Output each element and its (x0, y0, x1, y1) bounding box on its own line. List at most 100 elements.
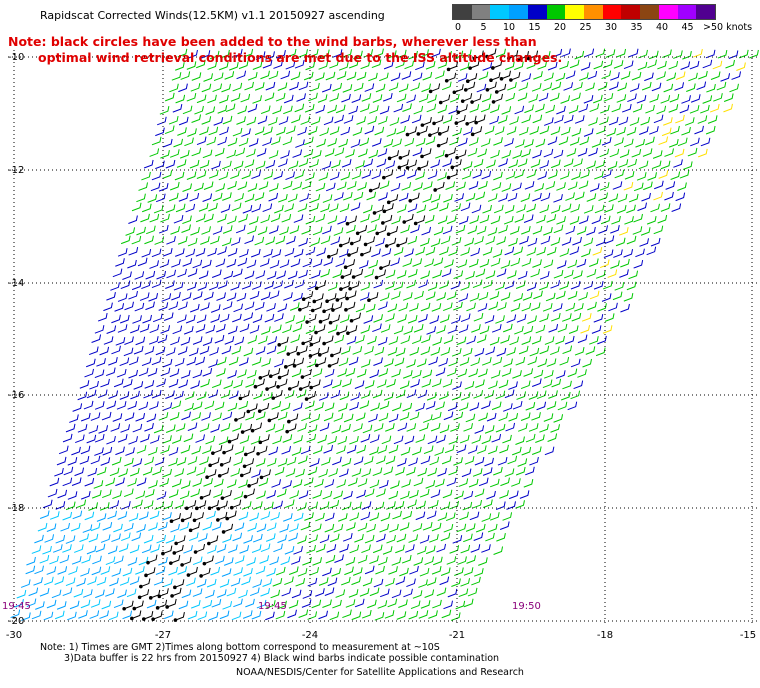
wind-barb (631, 71, 642, 81)
wind-barb (337, 291, 347, 301)
wind-barb (201, 116, 212, 125)
wind-barb (207, 61, 218, 70)
wind-barb (359, 292, 370, 301)
wind-barb (196, 579, 207, 588)
wind-barb (478, 368, 488, 378)
wind-barb (91, 490, 102, 499)
wind-barb (310, 458, 320, 467)
wind-barb (489, 478, 500, 488)
wind-barb (458, 216, 469, 225)
wind-barb (269, 183, 279, 192)
wind-barb (327, 215, 338, 225)
wind-barb (194, 105, 204, 115)
contamination-dot (312, 299, 317, 304)
wind-barb (662, 49, 672, 58)
wind-barb (343, 115, 354, 124)
wind-barb (191, 446, 202, 455)
wind-barb (72, 510, 83, 520)
wind-barb (161, 293, 172, 302)
contamination-dot (238, 396, 243, 401)
wind-barb (415, 61, 425, 71)
wind-barb (468, 181, 479, 190)
wind-barb (550, 312, 561, 322)
wind-barb (325, 554, 336, 564)
contamination-dot (517, 57, 522, 61)
wind-barb (403, 326, 414, 335)
wind-barb (297, 423, 307, 432)
wind-barb (222, 192, 232, 201)
contamination-dot (386, 200, 391, 205)
wind-barb (435, 150, 445, 159)
graticule (8, 50, 760, 626)
wind-barb (333, 227, 344, 236)
wind-barb (208, 611, 219, 621)
wind-barb (99, 346, 110, 356)
wind-barb (312, 445, 323, 455)
wind-barb (539, 160, 550, 169)
wind-barb (275, 92, 286, 102)
wind-barb (115, 446, 125, 456)
wind-barb (222, 160, 232, 170)
wind-barb (563, 114, 574, 124)
wind-barb (335, 104, 346, 114)
wind-barb (249, 290, 260, 300)
wind-barb (273, 500, 283, 510)
wind-barb (173, 281, 184, 291)
wind-barb (642, 148, 653, 157)
wind-barb (213, 478, 224, 488)
wind-barb (270, 368, 281, 377)
wind-barb (46, 566, 57, 575)
wind-barb (119, 357, 130, 367)
wind-barb (723, 103, 733, 113)
wind-barb (93, 480, 104, 489)
wind-barb (535, 324, 546, 334)
wind-barb (316, 247, 326, 257)
wind-barb (137, 257, 148, 267)
wind-barb (610, 225, 620, 234)
wind-barb (341, 346, 351, 355)
wind-barb (636, 94, 647, 104)
wind-barb (664, 148, 674, 157)
wind-barb (120, 424, 131, 433)
wind-barb (277, 534, 287, 544)
wind-barb (272, 105, 282, 115)
wind-barb (323, 116, 334, 126)
wind-barb (568, 105, 579, 114)
wind-barb (647, 59, 657, 69)
wind-barb (118, 543, 129, 553)
wind-barb (274, 424, 285, 433)
wind-barb (278, 116, 289, 125)
wind-barb (492, 356, 503, 366)
wind-barb (468, 478, 479, 488)
wind-barb (185, 203, 196, 213)
wind-barb (186, 466, 197, 476)
wind-barb (576, 226, 587, 235)
wind-barb (613, 249, 623, 258)
wind-barb (249, 325, 260, 334)
wind-barb (421, 83, 432, 93)
wind-barb (212, 83, 223, 93)
wind-barb (169, 149, 180, 158)
wind-barb (132, 423, 143, 433)
contamination-note: Note: black circles have been added to t… (8, 34, 562, 66)
wind-barb (298, 238, 309, 247)
wind-barb (645, 104, 655, 114)
wind-barb (171, 400, 182, 410)
wind-barb (256, 523, 267, 533)
wind-barb (202, 337, 213, 346)
wind-barb (300, 116, 311, 125)
wind-barb (723, 93, 734, 102)
contamination-dot (367, 298, 371, 303)
wind-barb (129, 544, 140, 554)
wind-barb (235, 411, 246, 421)
wind-barb (421, 334, 431, 344)
wind-barb (390, 182, 401, 192)
wind-barb (731, 71, 742, 80)
wind-barb (500, 292, 511, 301)
wind-barb (416, 500, 426, 510)
wind-barb (280, 402, 291, 412)
wind-barb (169, 412, 180, 421)
wind-barb (203, 181, 214, 190)
wind-barb (271, 479, 281, 488)
wind-barb (418, 579, 428, 588)
